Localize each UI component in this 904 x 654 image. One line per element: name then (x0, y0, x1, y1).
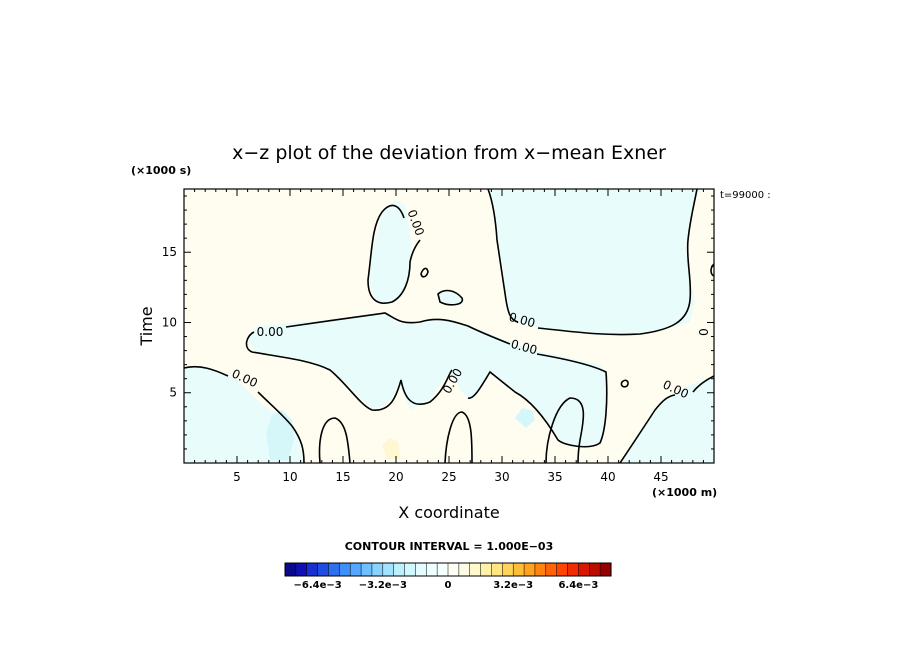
negative-region-central-band (247, 313, 608, 447)
colorbar-swatch (491, 562, 503, 577)
colorbar-swatch (469, 562, 482, 577)
contour-right-edge (710, 263, 714, 277)
colorbar-swatch (567, 562, 579, 577)
colorbar-swatch (360, 562, 373, 577)
contour-label: 0 (697, 328, 711, 336)
x-tick-label: 40 (600, 470, 615, 484)
chart-title: x−z plot of the deviation from x−mean Ex… (232, 142, 666, 164)
x-tick-label: 10 (282, 470, 297, 484)
colorbar-swatch (545, 562, 558, 577)
x-tick-label: 35 (547, 470, 562, 484)
colorbar-swatch (317, 562, 330, 577)
negative-region-top-right (488, 189, 700, 336)
colorbar (284, 562, 612, 577)
y-axis-title: Time (137, 306, 156, 346)
colorbar-swatch (295, 562, 308, 577)
x-tick-label: 15 (335, 470, 350, 484)
colorbar-swatch (306, 562, 319, 577)
x-tick-label: 20 (388, 470, 403, 484)
contour-lower-right (619, 375, 714, 463)
colorbar-frame (284, 562, 612, 577)
colorbar-swatch (589, 562, 601, 577)
x-tick-label: 5 (233, 470, 241, 484)
colorbar-tick-label: −3.2e−3 (359, 580, 407, 591)
x-tick-label: 30 (494, 470, 509, 484)
contour-small-loop (420, 267, 429, 278)
colorbar-swatch (512, 562, 525, 577)
contour-lobe-2 (444, 411, 473, 463)
contour-central-upper (245, 312, 608, 448)
colorbar-swatch (480, 562, 493, 577)
y-tick-label: 5 (169, 386, 177, 400)
contour-label: 0.00 (507, 310, 536, 330)
colorbar-swatch (349, 562, 362, 577)
x-axis-title: X coordinate (398, 503, 499, 522)
timestamp-label: t=99000 : (720, 190, 771, 201)
colorbar-swatch (578, 562, 590, 577)
colorbar-swatch (339, 562, 351, 577)
colorbar-swatch (436, 562, 449, 577)
x-tick-label: 25 (441, 470, 456, 484)
colorbar-swatch (382, 562, 395, 577)
contour-top-right (487, 189, 698, 336)
contour-lobe-1 (318, 417, 351, 463)
colorbar-swatch (328, 562, 340, 577)
contour-lobe-3 (545, 397, 585, 463)
contour-island (437, 289, 464, 306)
axis-ticks (184, 189, 714, 463)
contour-label: 0.00 (257, 325, 284, 339)
contour-top-middle (367, 204, 421, 304)
y-tick-label: 15 (162, 245, 177, 259)
negative-core-2 (515, 408, 535, 428)
negative-region-small-island (438, 290, 464, 306)
colorbar-swatch (404, 562, 416, 577)
axis-tick-labels: 5 10 15 20 25 30 35 40 45 5 10 15 (162, 245, 669, 484)
contour-field (184, 189, 714, 463)
y-tick-label: 10 (162, 315, 177, 329)
negative-region-top-middle (368, 200, 412, 305)
contour-small-ring (620, 379, 629, 388)
colorbar-swatch (556, 562, 569, 577)
colorbar-swatch (447, 562, 460, 577)
colorbar-swatch (393, 562, 406, 577)
zero-contours (184, 189, 714, 463)
colorbar-tick-label: −6.4e−3 (293, 580, 341, 591)
positive-core-1 (382, 438, 400, 460)
colorbar-tick-label: 6.4e−3 (558, 580, 598, 591)
contour-label: 0.00 (509, 337, 538, 357)
contour-interval-text: CONTOUR INTERVAL = 1.000E−03 (345, 540, 554, 553)
contour-lower-left (184, 365, 305, 463)
colorbar-swatch (458, 562, 471, 577)
colorbar-tick-label: 3.2e−3 (493, 580, 533, 591)
colorbar-tick-label: 0 (445, 580, 452, 591)
x-tick-label: 45 (653, 470, 668, 484)
colorbar-swatch (415, 562, 427, 577)
colorbar-swatch (284, 562, 297, 577)
negative-region-lower-right (620, 376, 714, 463)
negative-core-1 (266, 410, 294, 460)
x-unit-label: (×1000 m) (652, 486, 717, 499)
colorbar-swatch (534, 562, 547, 577)
colorbar-swatch (502, 562, 514, 577)
y-unit-label: (×1000 s) (131, 164, 191, 177)
colorbar-swatch (523, 562, 536, 577)
colorbar-labels: −6.4e−3 −3.2e−3 0 3.2e−3 6.4e−3 (293, 580, 598, 591)
colorbar-swatch (426, 562, 438, 577)
colorbar-swatch (599, 562, 612, 577)
colorbar-swatch (371, 562, 384, 577)
